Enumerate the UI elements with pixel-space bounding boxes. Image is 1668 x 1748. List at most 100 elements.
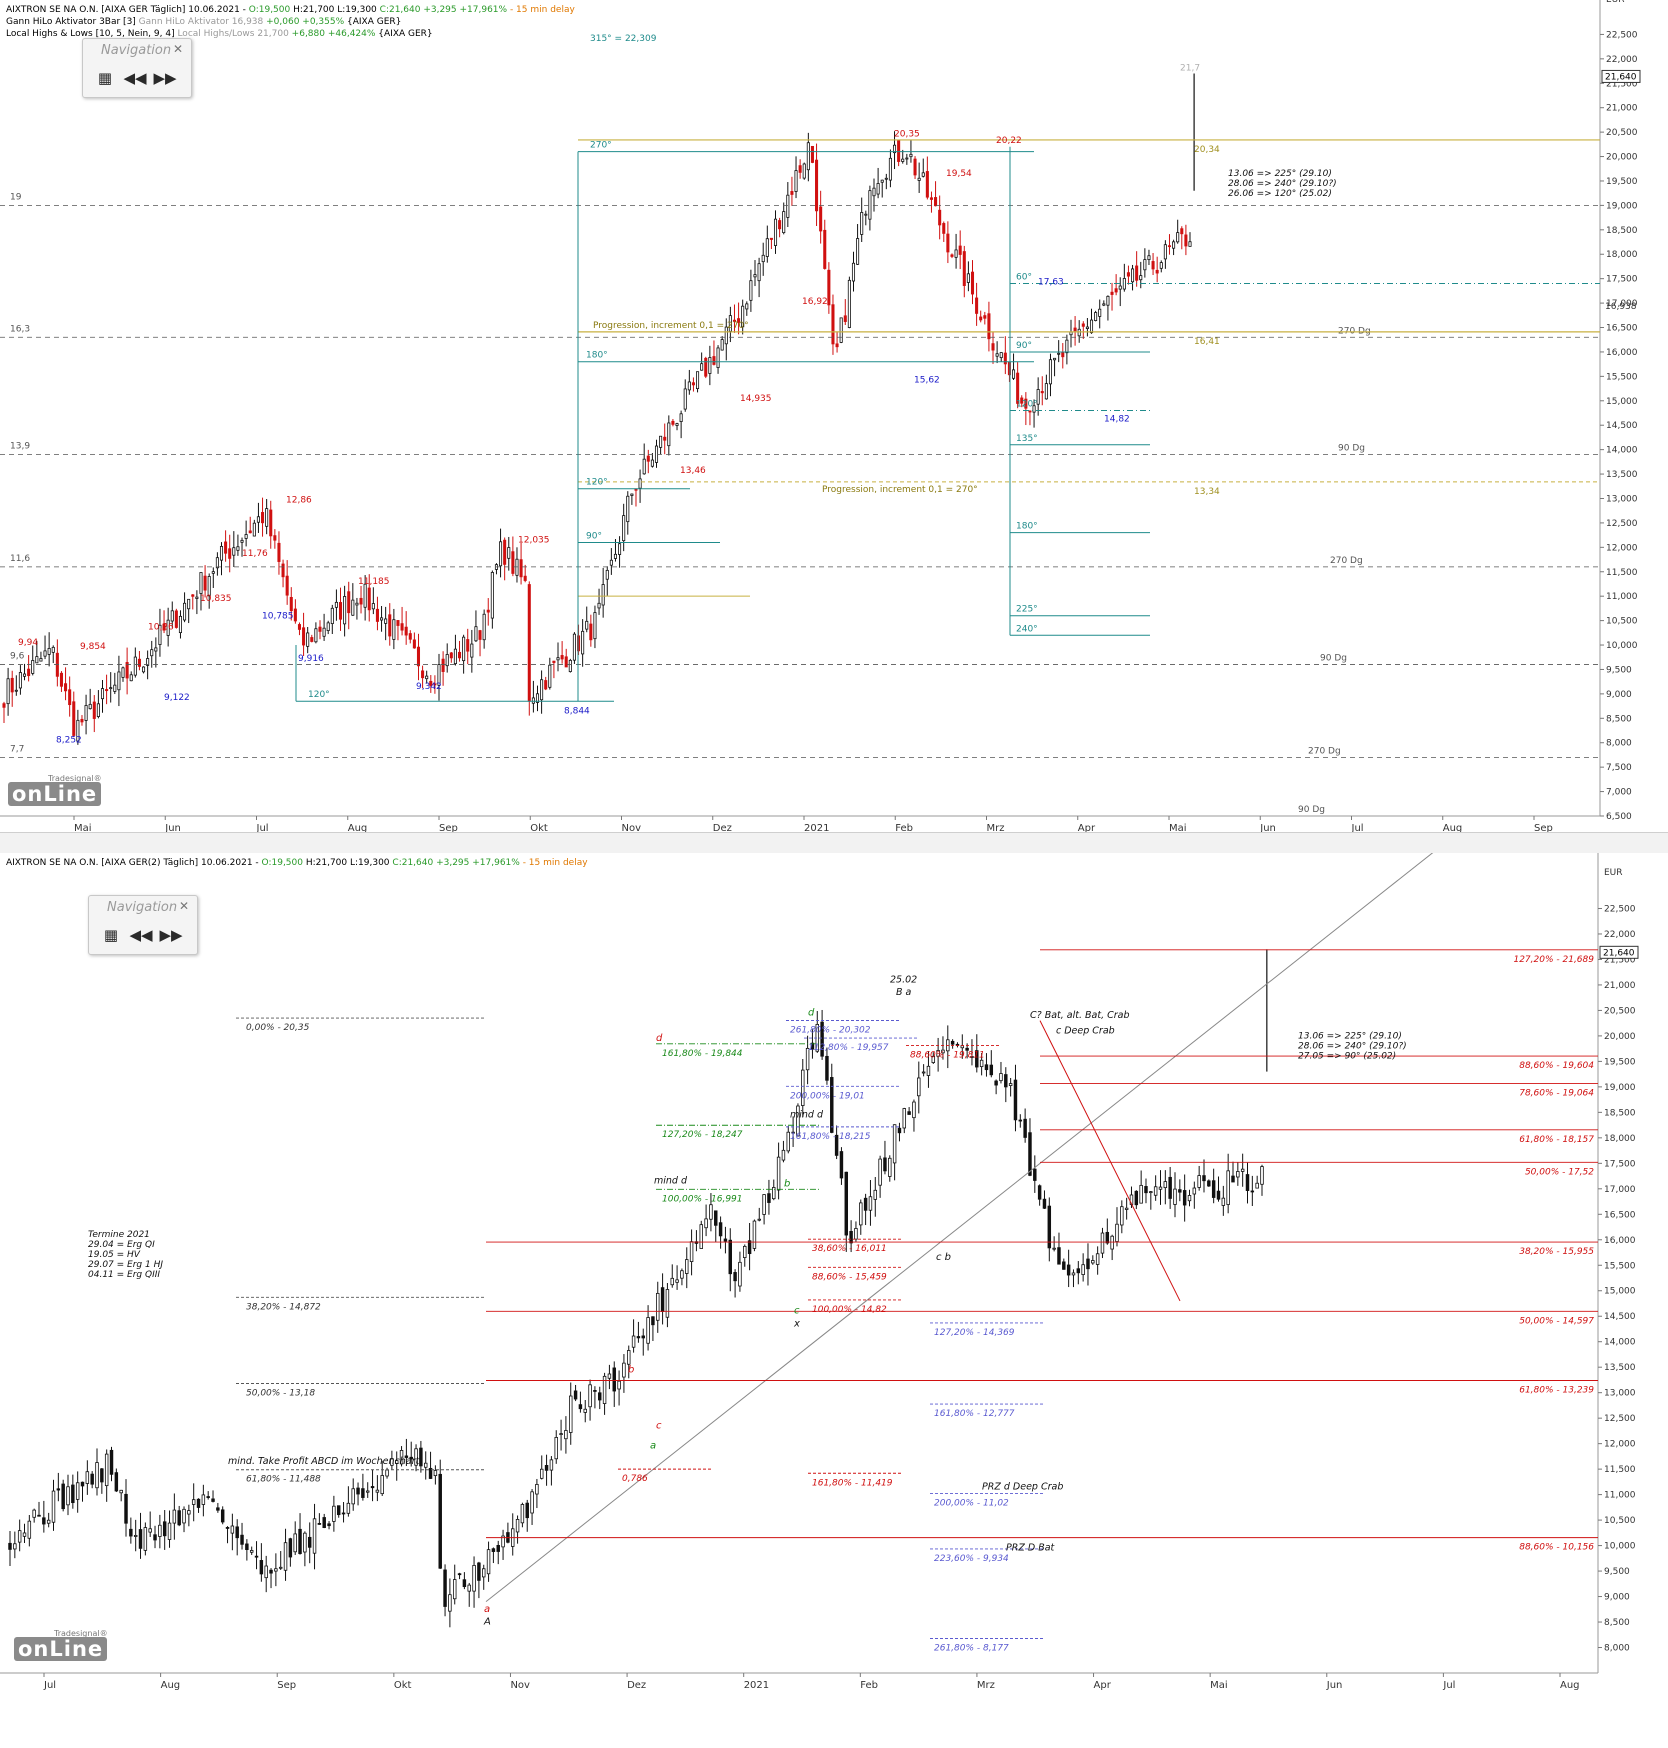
gann-angle-label: 180° xyxy=(1016,522,1038,532)
candle-body xyxy=(778,220,782,230)
candle-body xyxy=(18,672,22,689)
candle-body xyxy=(244,534,248,539)
level-value-label: 13,34 xyxy=(1194,487,1220,497)
candle-body xyxy=(491,1548,496,1552)
candle-body xyxy=(925,171,929,198)
y-tick-label: 18,000 xyxy=(1606,250,1638,260)
candle-body xyxy=(917,1077,921,1097)
gann-angle-label: 90° xyxy=(1016,341,1032,351)
candle-body xyxy=(827,269,831,306)
candle-body xyxy=(1033,1168,1037,1181)
daily-harmonic-chart[interactable]: 8,000 8,500 9,000 9,500 10,000 10,500 11,000 11… xyxy=(0,841,1668,1744)
candle-body xyxy=(1089,319,1094,334)
x-tick-label: Feb xyxy=(860,1680,878,1691)
x-tick-label: Mai xyxy=(1169,823,1187,832)
navigation-widget[interactable]: Navigation ✕ ▦ ◀◀ ▶▶ xyxy=(82,38,192,98)
candle-body xyxy=(206,1496,210,1498)
candle-body xyxy=(486,609,490,613)
x-tick-label: Nov xyxy=(510,1680,530,1691)
candle-body xyxy=(1081,323,1085,327)
candle-body xyxy=(252,522,256,537)
candle-body xyxy=(854,1228,858,1240)
candle-body xyxy=(1066,1264,1071,1276)
x-tick-label: Mrz xyxy=(987,823,1005,832)
candle-body xyxy=(346,1502,351,1514)
candle-body xyxy=(384,618,388,624)
candle-body xyxy=(641,1335,645,1339)
candle-body xyxy=(254,1555,259,1558)
navigation-widget[interactable]: Navigation ✕ ▦ ◀◀ ▶▶ xyxy=(88,895,198,955)
candle-body xyxy=(472,1565,476,1592)
fast-forward-icon[interactable]: ▶▶ xyxy=(159,926,183,944)
x-tick-label: 2021 xyxy=(744,1680,769,1691)
candle-body xyxy=(31,660,35,674)
candle-body xyxy=(457,1573,462,1576)
candle-body xyxy=(769,237,773,240)
y-tick-label: 16,000 xyxy=(1606,348,1638,358)
rewind-icon[interactable]: ◀◀ xyxy=(123,69,147,87)
candle-body xyxy=(264,1565,268,1579)
y-tick-label: 8,000 xyxy=(1604,1644,1630,1654)
swing-high-label: 9,94 xyxy=(18,638,38,648)
candle-body xyxy=(114,1472,119,1492)
rewind-icon[interactable]: ◀◀ xyxy=(129,926,153,944)
candle-body xyxy=(390,1458,394,1466)
candle-body xyxy=(170,610,174,622)
x-tick-label: Jun xyxy=(1259,823,1276,832)
daily-gann-chart[interactable]: 6,500 7,000 7,500 8,000 8,500 9,000 9,500 10,00… xyxy=(0,0,1668,834)
panel-divider[interactable] xyxy=(0,832,1668,855)
candle-body xyxy=(670,1277,674,1286)
candle-body xyxy=(172,1509,177,1524)
y-tick-label: 16,500 xyxy=(1606,324,1638,334)
y-tick-label: 12,500 xyxy=(1604,1414,1636,1424)
candle-body xyxy=(363,583,367,608)
abcd-label: 100,00% - 16,991 xyxy=(662,1194,743,1204)
candle-body xyxy=(43,650,47,657)
swing-low-label: 8,252 xyxy=(56,735,82,745)
close-icon[interactable]: ✕ xyxy=(178,899,189,913)
candle-body xyxy=(962,251,966,286)
candle-body xyxy=(1032,405,1036,413)
candle-body xyxy=(1155,269,1159,274)
legend-segment: - 15 min delay xyxy=(520,858,588,868)
candle-body xyxy=(334,601,338,608)
candle-body xyxy=(327,1523,331,1527)
candle-body xyxy=(737,318,741,323)
candle-body xyxy=(929,197,933,200)
candle-body xyxy=(720,339,724,351)
candle-body xyxy=(1250,1190,1255,1193)
y-tick-label: 12,000 xyxy=(1604,1440,1636,1450)
candle-body xyxy=(801,1069,805,1106)
candle-body xyxy=(839,317,843,343)
candle-body xyxy=(868,1196,873,1211)
candle-body xyxy=(64,683,68,692)
candle-body xyxy=(68,689,72,706)
abcd-label: 200,00% - 11,02 xyxy=(934,1499,1009,1509)
grid-icon[interactable]: ▦ xyxy=(97,69,113,87)
candle-body xyxy=(1184,234,1188,247)
legend-segment: H:21,700 L:19,300 xyxy=(303,858,392,868)
candle-body xyxy=(798,165,802,173)
grid-icon[interactable]: ▦ xyxy=(103,926,119,944)
candle-body xyxy=(187,598,191,610)
candle-body xyxy=(394,1460,399,1464)
y-tick-label: 17,500 xyxy=(1606,275,1638,285)
swing-low-label: 14,82 xyxy=(1104,415,1130,425)
candle-body xyxy=(984,1064,989,1071)
candle-body xyxy=(1114,288,1118,293)
close-icon[interactable]: ✕ xyxy=(172,42,183,56)
candle-body xyxy=(6,678,10,705)
candle-body xyxy=(687,381,691,391)
candle-body xyxy=(13,1543,17,1550)
y-tick-label: 10,500 xyxy=(1604,1516,1636,1526)
candle-body xyxy=(474,626,478,642)
candle-body xyxy=(762,1194,766,1215)
gann-note: 27.05 => 90° (25.02) xyxy=(1298,1051,1396,1061)
x-tick-label: Jul xyxy=(1351,823,1364,832)
candle-body xyxy=(274,1568,278,1572)
candle-body xyxy=(256,516,260,523)
pattern-label: mind d xyxy=(654,1176,688,1187)
candle-body xyxy=(796,1105,800,1137)
swing-low-label: 10,785 xyxy=(262,612,294,622)
fast-forward-icon[interactable]: ▶▶ xyxy=(153,69,177,87)
